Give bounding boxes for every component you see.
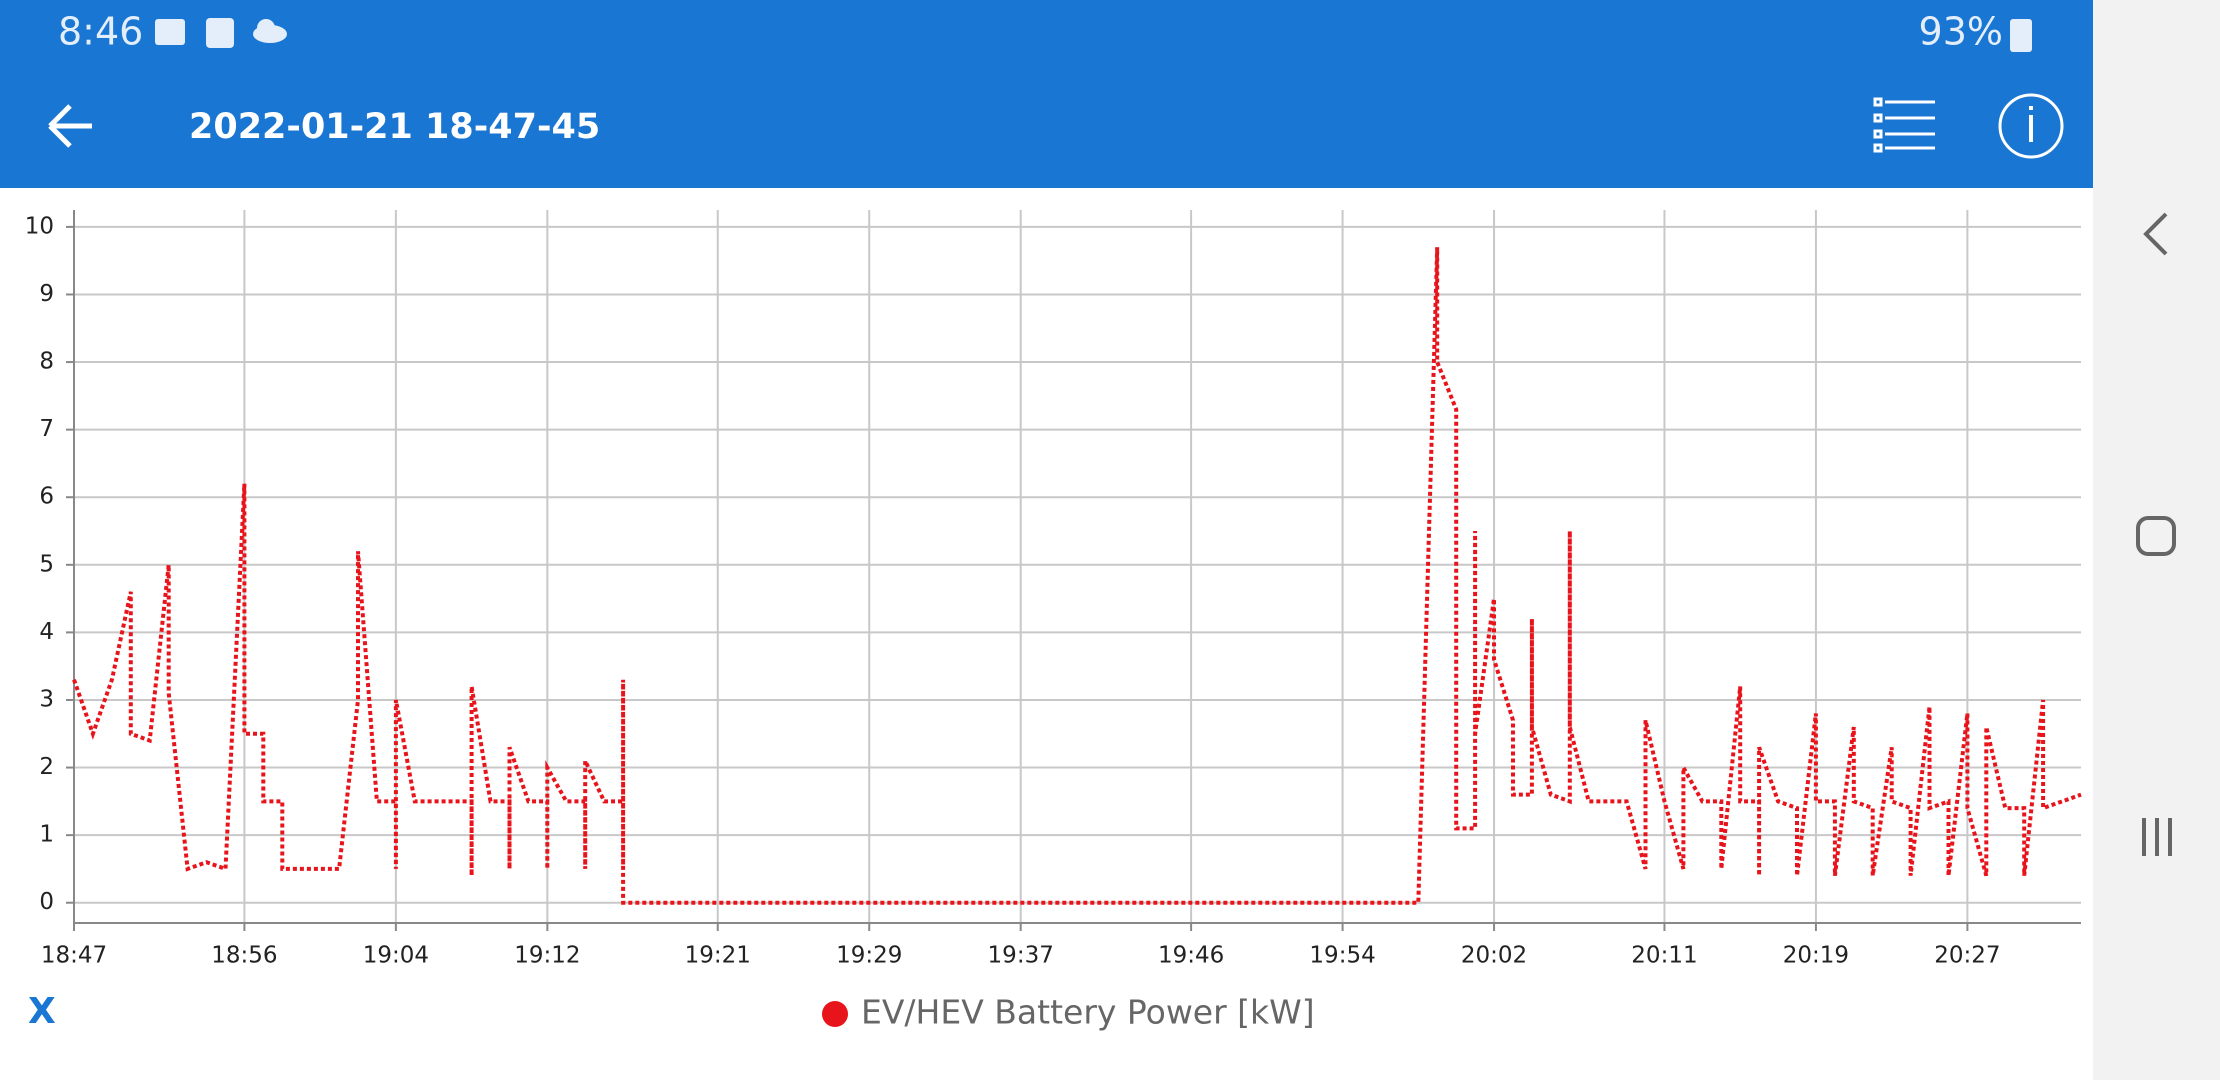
x-tick-label: 19:04 bbox=[363, 943, 429, 969]
data-line bbox=[72, 247, 2082, 905]
x-tick-label: 18:47 bbox=[41, 943, 107, 969]
app-title: 2022-01-21 18-47-45 bbox=[189, 107, 600, 147]
nav-bar bbox=[2093, 0, 2220, 1080]
y-tick-label: 3 bbox=[39, 686, 54, 712]
nav-back[interactable] bbox=[2143, 212, 2168, 256]
y-tick-label: 2 bbox=[39, 754, 54, 780]
list-button[interactable] bbox=[1873, 97, 1935, 153]
x-tick-label: 19:21 bbox=[685, 943, 751, 969]
x-tick-label: 19:12 bbox=[514, 943, 580, 969]
x-tick-label: 19:46 bbox=[1158, 943, 1224, 969]
x-tick-label: 20:11 bbox=[1631, 943, 1697, 969]
y-tick-label: 7 bbox=[39, 416, 54, 442]
x-tick-label: 19:37 bbox=[988, 943, 1054, 969]
chart: 0 1 2 3 4 5 6 7 8 9 10 18:47 18:56 19:04 19:12 19:21 19:… bbox=[25, 210, 2082, 1032]
x-tick-label: 19:54 bbox=[1309, 943, 1375, 969]
y-tick-label: 1 bbox=[39, 822, 54, 848]
legend-marker bbox=[822, 1001, 848, 1027]
status-battery: 93% bbox=[1919, 10, 2003, 54]
y-tick-label: 4 bbox=[39, 619, 54, 645]
legend-label: EV/HEV Battery Power [kW] bbox=[861, 993, 1315, 1032]
app-bar bbox=[0, 0, 2093, 188]
y-tick-label: 5 bbox=[39, 551, 54, 577]
y-tick-label: 10 bbox=[25, 213, 54, 239]
info-button[interactable] bbox=[1998, 93, 2064, 159]
status-time: 8:46 bbox=[58, 10, 143, 54]
y-tick-label: 8 bbox=[39, 349, 54, 375]
nav-home[interactable] bbox=[2136, 516, 2176, 556]
x-tick-label: 18:56 bbox=[211, 943, 277, 969]
y-tick-label: 9 bbox=[39, 281, 54, 307]
x-tick-label: 20:27 bbox=[1934, 943, 2000, 969]
y-tick-label: 6 bbox=[39, 484, 54, 510]
x-tick-label: 19:29 bbox=[836, 943, 902, 969]
status-icons bbox=[155, 18, 2032, 52]
close-button[interactable]: X bbox=[28, 991, 56, 1032]
y-tick-label: 0 bbox=[39, 889, 54, 915]
x-tick-label: 20:19 bbox=[1783, 943, 1849, 969]
nav-recents[interactable] bbox=[2142, 818, 2172, 856]
x-tick-label: 20:02 bbox=[1461, 943, 1527, 969]
back-button[interactable] bbox=[48, 104, 92, 148]
